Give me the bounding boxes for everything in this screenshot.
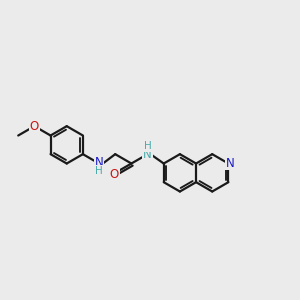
Text: N: N xyxy=(95,155,103,169)
Text: N: N xyxy=(143,148,152,161)
Text: N: N xyxy=(226,157,235,169)
Text: O: O xyxy=(110,168,119,181)
Text: H: H xyxy=(95,166,103,176)
Text: H: H xyxy=(144,141,152,151)
Text: O: O xyxy=(30,120,39,133)
